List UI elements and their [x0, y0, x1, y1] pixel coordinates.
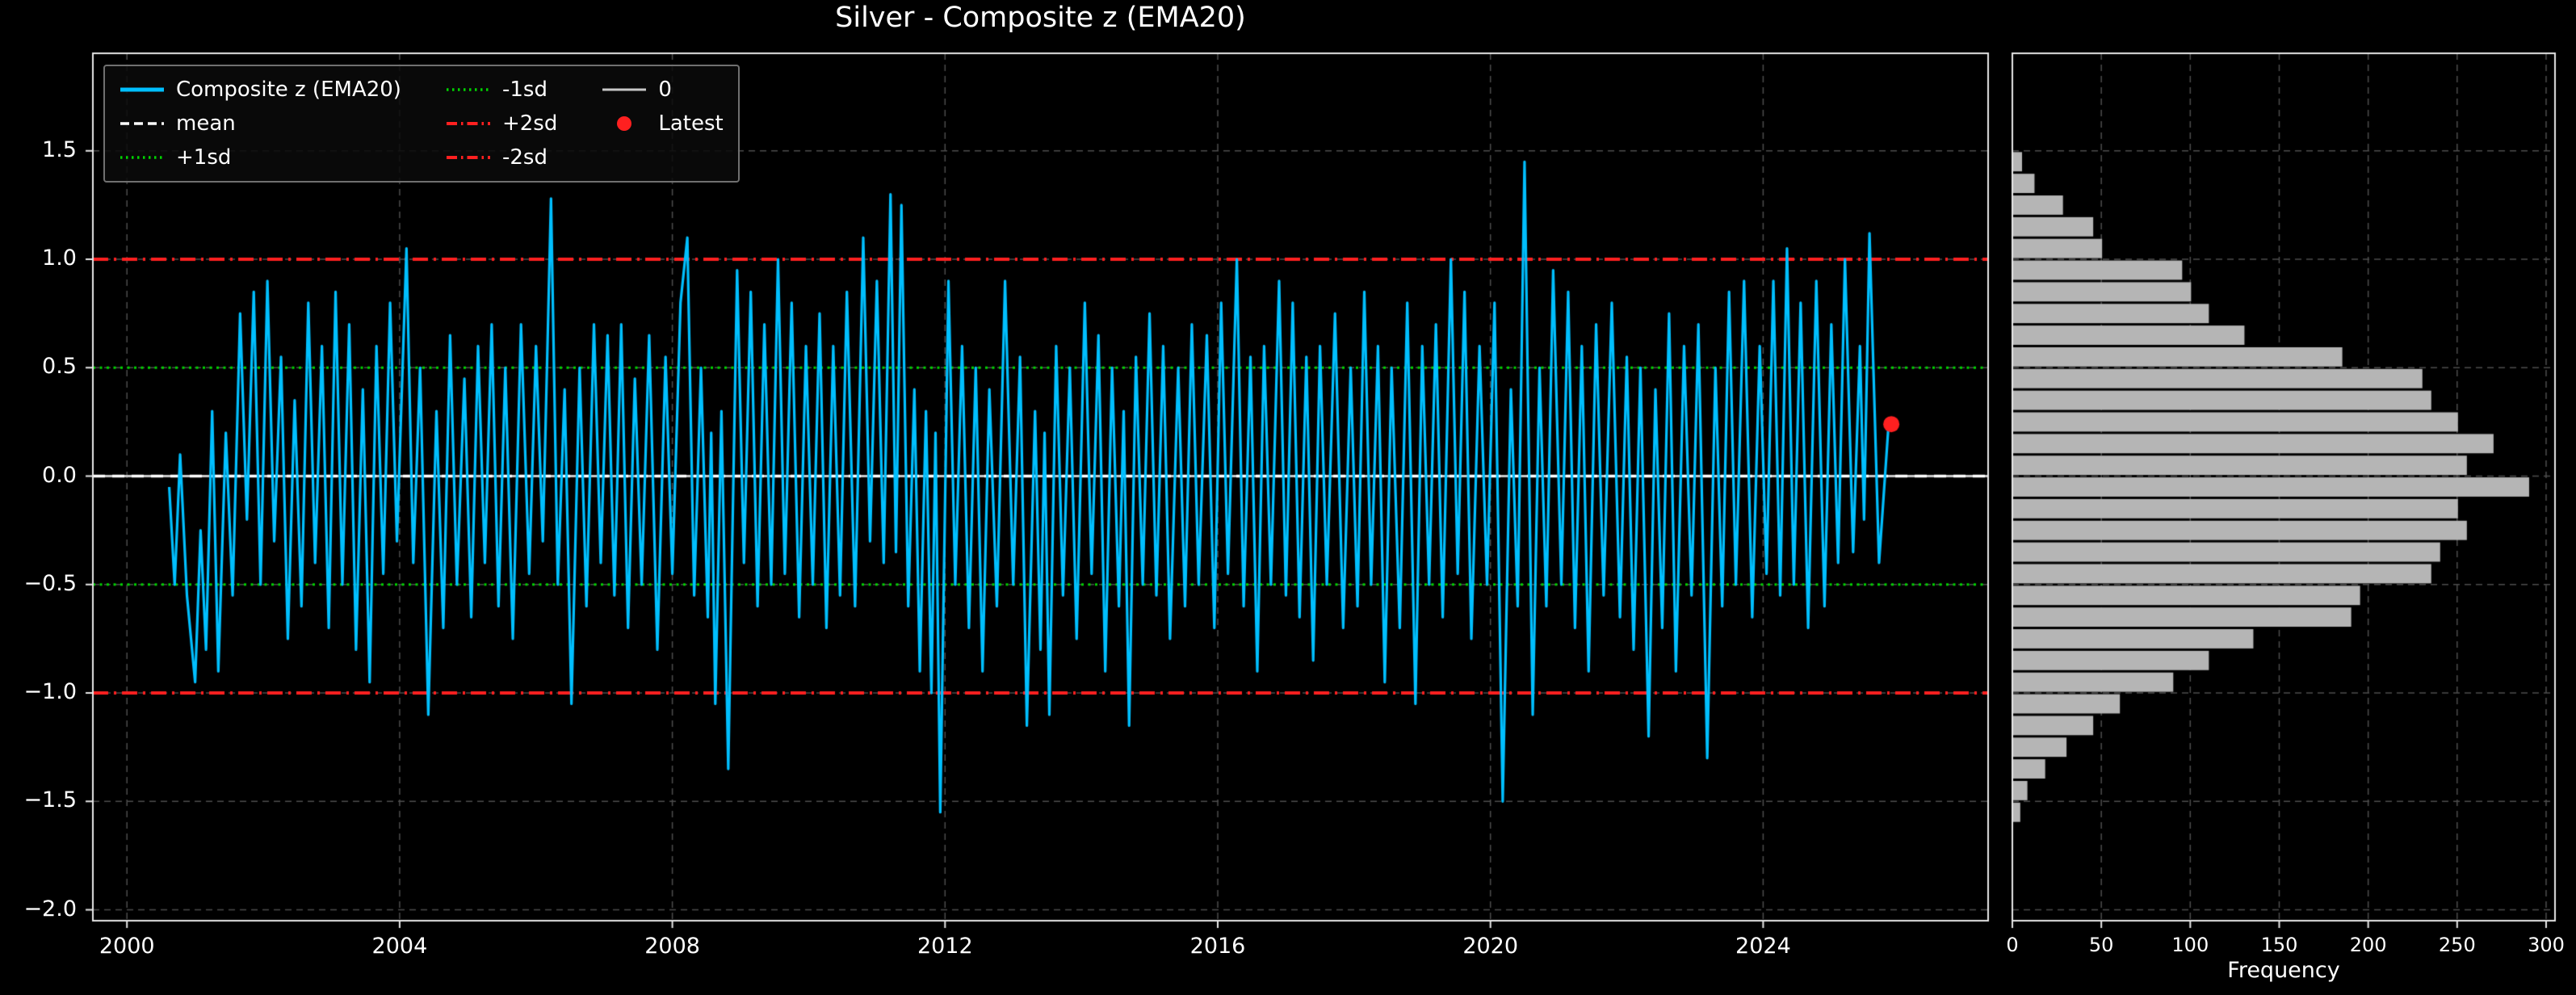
- legend-label: +2sd: [501, 111, 558, 136]
- latest-dot-swatch: [617, 116, 632, 131]
- legend-label: mean: [176, 111, 236, 136]
- legend-item-plus2sd: +2sd: [446, 111, 557, 136]
- minus2sd-line-swatch: [446, 156, 490, 159]
- legend-label: Composite z (EMA20): [176, 78, 401, 102]
- y-tick-label: −1.0: [23, 679, 77, 705]
- hist-x-tick-label: 150: [2260, 934, 2298, 956]
- zero-line-swatch: [602, 88, 647, 91]
- legend-label: -2sd: [501, 145, 548, 170]
- y-tick-label: 0.0: [42, 462, 77, 488]
- x-tick-label: 2004: [371, 934, 428, 959]
- x-tick-label: 2008: [644, 934, 700, 959]
- hist-x-tick-label: 300: [2528, 934, 2565, 956]
- legend-item-mean: mean: [120, 111, 401, 136]
- legend: Composite z (EMA20) mean +1sd -1sd +2sd …: [103, 65, 740, 183]
- legend-item-composite-z: Composite z (EMA20): [120, 78, 401, 102]
- x-tick-label: 2016: [1189, 934, 1246, 959]
- hist-x-tick-label: 0: [2006, 934, 2019, 956]
- legend-item-latest: Latest: [602, 111, 724, 136]
- legend-label: +1sd: [176, 145, 232, 170]
- hist-x-tick-label: 50: [2088, 934, 2114, 956]
- hist-x-tick-label: 250: [2438, 934, 2476, 956]
- x-tick-label: 2020: [1462, 934, 1519, 959]
- legend-label: -1sd: [501, 78, 548, 102]
- hist-x-tick-label: 100: [2171, 934, 2209, 956]
- y-tick-label: −2.0: [23, 896, 77, 922]
- plus1sd-line-swatch: [120, 156, 164, 159]
- legend-item-minus1sd: -1sd: [446, 78, 557, 102]
- x-tick-label: 2012: [917, 934, 973, 959]
- legend-label: Latest: [658, 111, 724, 136]
- legend-label: 0: [658, 78, 672, 102]
- hist-x-tick-label: 200: [2349, 934, 2387, 956]
- y-tick-label: 0.5: [42, 354, 77, 380]
- plus2sd-line-swatch: [446, 122, 490, 125]
- minus1sd-line-swatch: [446, 88, 490, 91]
- legend-item-minus2sd: -2sd: [446, 145, 557, 170]
- legend-item-zero: 0: [602, 78, 723, 102]
- chart-title: Silver - Composite z (EMA20): [835, 2, 1246, 34]
- legend-item-plus1sd: +1sd: [120, 145, 401, 170]
- frequency-axis-label: Frequency: [2227, 958, 2340, 983]
- mean-line-swatch: [120, 122, 164, 125]
- composite-z-line-swatch: [120, 87, 164, 92]
- y-tick-label: −1.5: [23, 787, 77, 813]
- x-tick-label: 2024: [1735, 934, 1791, 959]
- y-tick-label: −0.5: [23, 570, 77, 596]
- y-tick-label: 1.5: [42, 136, 77, 162]
- y-tick-label: 1.0: [42, 246, 77, 271]
- x-tick-label: 2000: [99, 934, 155, 959]
